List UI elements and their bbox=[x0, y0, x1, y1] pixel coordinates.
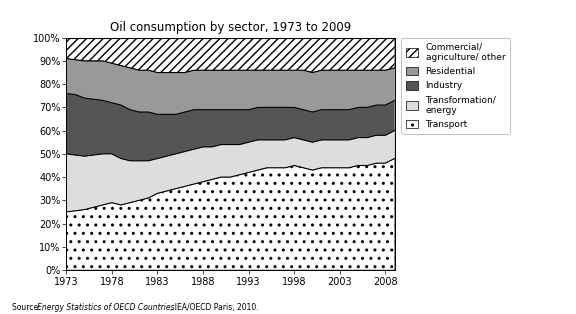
Legend: Commercial/
agriculture/ other, Residential, Industry, Transformation/
energy, T: Commercial/ agriculture/ other, Resident… bbox=[401, 38, 510, 133]
Text: , IEA/OECD Paris, 2010.: , IEA/OECD Paris, 2010. bbox=[170, 303, 259, 312]
Text: Source:: Source: bbox=[12, 303, 43, 312]
Title: Oil consumption by sector, 1973 to 2009: Oil consumption by sector, 1973 to 2009 bbox=[110, 21, 351, 34]
Text: Energy Statistics of OECD Countries: Energy Statistics of OECD Countries bbox=[37, 303, 175, 312]
